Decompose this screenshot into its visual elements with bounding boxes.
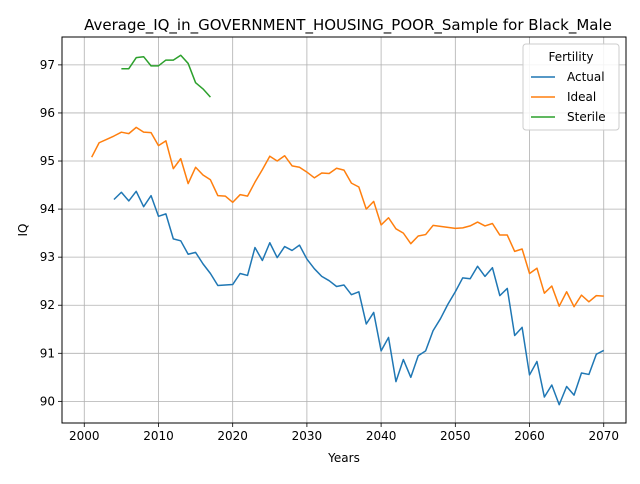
- series-line-actual: [113, 190, 605, 406]
- y-tick-label: 93: [40, 250, 55, 264]
- y-axis-label: IQ: [16, 224, 30, 237]
- y-tick-label: 90: [40, 394, 55, 408]
- legend-label-sterile: Sterile: [567, 110, 606, 124]
- x-tick-label: 2030: [292, 429, 323, 443]
- y-tick-label: 95: [40, 154, 55, 168]
- x-axis-ticks: 2000 2010 2020 2030 2040 2050 2060 2070: [69, 423, 619, 443]
- y-tick-label: 97: [40, 58, 55, 72]
- legend-box: [522, 43, 620, 131]
- legend-items: Actual Ideal Sterile: [531, 70, 606, 124]
- grid-lines: [62, 37, 626, 423]
- legend-label-ideal: Ideal: [567, 90, 596, 104]
- x-tick-label: 2010: [143, 429, 174, 443]
- x-tick-label: 2020: [217, 429, 248, 443]
- chart-title: Average_IQ_in_GOVERNMENT_HOUSING_POOR_Sa…: [84, 16, 612, 35]
- y-tick-label: 96: [40, 106, 55, 120]
- legend-label-actual: Actual: [567, 70, 605, 84]
- y-axis-ticks: 90 91 92 93 94 95 96 97: [40, 58, 62, 408]
- x-tick-label: 2070: [588, 429, 619, 443]
- series-lines: [91, 54, 605, 406]
- x-tick-label: 2040: [366, 429, 397, 443]
- y-tick-label: 94: [40, 202, 55, 216]
- y-tick-label: 91: [40, 346, 55, 360]
- plot-area: [61, 36, 627, 424]
- x-tick-label: 2060: [514, 429, 545, 443]
- series-line-ideal: [91, 126, 604, 308]
- x-tick-label: 2000: [69, 429, 100, 443]
- legend: Fertility Actual Ideal Sterile: [522, 43, 620, 131]
- y-tick-label: 92: [40, 298, 55, 312]
- x-tick-label: 2050: [440, 429, 471, 443]
- x-axis-label: Years: [327, 451, 360, 465]
- series-line-sterile: [121, 54, 211, 98]
- legend-title: Fertility: [548, 50, 593, 64]
